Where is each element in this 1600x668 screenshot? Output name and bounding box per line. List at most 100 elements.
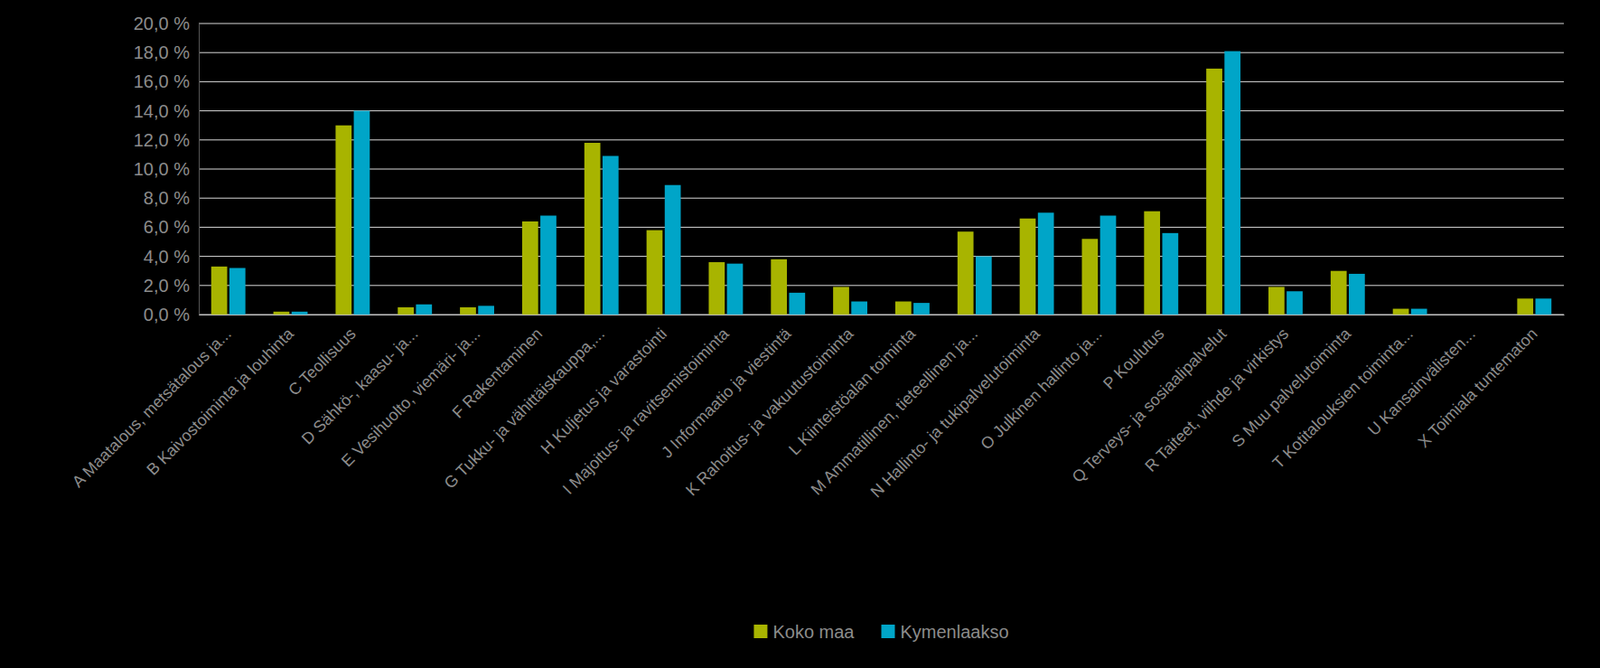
bar bbox=[1161, 233, 1179, 315]
series bbox=[229, 51, 1552, 315]
bar bbox=[664, 185, 682, 315]
chart: 0,0 % 2,0 % 4,0 % 6,0 % 8,0 % 10,0 % 12,0 % 14,… bbox=[0, 0, 1600, 668]
grid-line bbox=[198, 197, 1564, 199]
y-tick: 6,0 % bbox=[143, 216, 199, 237]
grid-line bbox=[198, 110, 1564, 112]
x-tick: X Toimiala tuntematon bbox=[1414, 314, 1542, 451]
bar bbox=[335, 125, 352, 315]
x-tick-label: O Julkinen hallinto ja... bbox=[977, 324, 1106, 453]
bar bbox=[584, 142, 601, 315]
bar bbox=[832, 286, 850, 315]
y-tick-label: 14,0 % bbox=[133, 101, 190, 122]
y-tick-label: 16,0 % bbox=[133, 71, 190, 92]
legend-item: Koko maa bbox=[753, 621, 855, 642]
bar bbox=[229, 267, 246, 315]
legend-label: Koko maa bbox=[772, 621, 855, 642]
x-tick: J Informaatio ja viestintä bbox=[657, 314, 796, 462]
x-tick: H Kuljetus ja varastointi bbox=[537, 314, 671, 458]
x-axis: A Maatalous, metsätalous ja...B Kaivosto… bbox=[68, 314, 1564, 501]
y-tick-label: 4,0 % bbox=[143, 246, 190, 267]
y-tick-label: 10,0 % bbox=[133, 159, 190, 179]
x-tick: P Koulutus bbox=[1099, 314, 1168, 393]
y-tick: 14,0 % bbox=[133, 101, 199, 122]
bar bbox=[211, 266, 228, 315]
bar bbox=[1411, 308, 1428, 315]
bar bbox=[415, 304, 432, 315]
y-tick: 16,0 % bbox=[133, 71, 199, 92]
bar bbox=[1348, 273, 1366, 315]
x-tick-label: B Kaivostoiminta ja louhinta bbox=[142, 323, 298, 478]
grid-line bbox=[198, 81, 1564, 83]
bar bbox=[957, 231, 974, 315]
y-axis: 0,0 % 2,0 % 4,0 % 6,0 % 8,0 % 10,0 % 12,0 % 14,… bbox=[133, 13, 200, 325]
y-tick-label: 20,0 % bbox=[133, 13, 190, 34]
y-axis-line bbox=[198, 24, 200, 316]
y-tick: 0,0 % bbox=[143, 304, 199, 325]
bar bbox=[1330, 271, 1348, 315]
bar bbox=[1038, 212, 1055, 315]
bar bbox=[1268, 286, 1285, 315]
y-tick: 8,0 % bbox=[143, 187, 199, 208]
bar bbox=[1286, 290, 1303, 315]
bar bbox=[895, 301, 912, 315]
bar bbox=[1516, 298, 1534, 315]
legend-swatch bbox=[753, 624, 768, 638]
x-tick-label: U Kansainvälisten... bbox=[1364, 324, 1479, 440]
bar bbox=[975, 256, 992, 315]
series bbox=[211, 68, 1534, 315]
x-tick-label: J Informaatio ja viestintä bbox=[657, 323, 796, 461]
bar bbox=[354, 111, 371, 315]
x-tick: O Julkinen hallinto ja... bbox=[977, 314, 1106, 453]
y-tick: 18,0 % bbox=[133, 42, 199, 63]
grid-line bbox=[198, 255, 1564, 257]
y-tick: 4,0 % bbox=[143, 246, 199, 267]
bar bbox=[727, 263, 744, 315]
y-tick: 12,0 % bbox=[133, 130, 199, 150]
x-tick: D Sähkö-, kaasu- ja... bbox=[298, 314, 422, 449]
bar bbox=[1143, 211, 1161, 315]
bar bbox=[602, 156, 619, 315]
y-tick: 20,0 % bbox=[133, 13, 199, 34]
x-tick-label: H Kuljetus ja varastointi bbox=[537, 324, 671, 458]
bar bbox=[708, 261, 725, 315]
x-tick-label: S Muu palvelutoiminta bbox=[1228, 323, 1356, 450]
y-tick-label: 0,0 % bbox=[143, 304, 190, 325]
bar bbox=[522, 221, 539, 315]
bar bbox=[397, 307, 414, 315]
x-tick-label: P Koulutus bbox=[1099, 324, 1168, 393]
y-tick-label: 12,0 % bbox=[133, 130, 190, 150]
bar bbox=[1100, 215, 1117, 315]
bar bbox=[1473, 314, 1490, 316]
bar bbox=[1455, 314, 1472, 316]
y-tick-label: 8,0 % bbox=[143, 187, 190, 208]
bar bbox=[477, 305, 495, 315]
bar bbox=[646, 230, 664, 315]
legend-label: Kymenlaakso bbox=[900, 621, 1010, 642]
x-tick-label: X Toimiala tuntematon bbox=[1414, 324, 1542, 451]
bar bbox=[273, 311, 291, 315]
bar bbox=[291, 311, 309, 315]
x-tick: L Kiinteistöalan toiminta bbox=[785, 314, 920, 459]
grid-line bbox=[198, 139, 1564, 141]
x-axis-line bbox=[199, 314, 1565, 316]
grid bbox=[198, 23, 1564, 315]
y-tick-label: 18,0 % bbox=[133, 42, 190, 63]
bar bbox=[1393, 308, 1410, 315]
legend-swatch bbox=[881, 624, 896, 638]
grid-line bbox=[198, 52, 1564, 54]
x-tick: E Vesihuolto, viemäri- ja... bbox=[337, 314, 484, 470]
x-tick: R Taiteet, viihde ja virkistys bbox=[1141, 314, 1293, 476]
y-tick: 2,0 % bbox=[143, 275, 199, 296]
legend: Koko maa Kymenlaakso bbox=[753, 621, 1009, 642]
y-tick-label: 2,0 % bbox=[143, 275, 190, 296]
bar bbox=[770, 259, 787, 315]
legend-item: Kymenlaakso bbox=[881, 621, 1010, 642]
bar bbox=[459, 307, 477, 315]
bars bbox=[211, 51, 1552, 315]
x-tick: U Kansainvälisten... bbox=[1364, 314, 1479, 440]
x-tick: B Kaivostoiminta ja louhinta bbox=[142, 314, 298, 479]
bar bbox=[1082, 238, 1099, 315]
bar bbox=[1535, 298, 1553, 315]
bar bbox=[851, 301, 868, 315]
plot: 0,0 % 2,0 % 4,0 % 6,0 % 8,0 % 10,0 % 12,0 % 14,… bbox=[68, 13, 1564, 501]
